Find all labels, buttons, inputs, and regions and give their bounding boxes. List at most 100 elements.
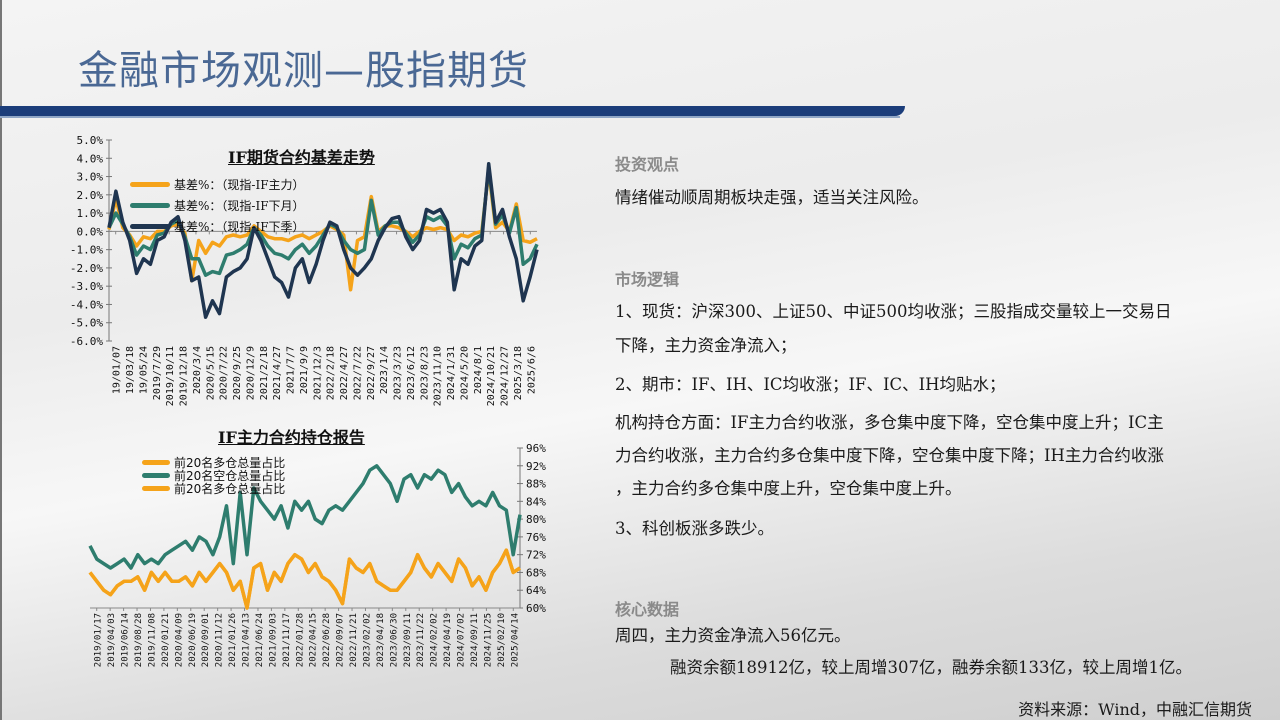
logic-inst-b: 力合约收涨，主力合约多仓集中度下降，空仓集中度下降；IH主力合约收涨 (615, 446, 1164, 465)
x-tick-label: 2023/3/23 (393, 346, 404, 400)
series-line-3 (107, 162, 539, 319)
x-tick-label: 2019/12/18 (179, 346, 190, 406)
x-tick-label: 2023/04/18 (376, 613, 386, 667)
y-tick-label: 0.0% (77, 225, 104, 238)
x-tick-label: 2022/09/07 (336, 613, 346, 667)
series-line-2 (88, 464, 522, 570)
logic-heading: 市场逻辑 (615, 270, 680, 289)
y-tick-label: -1.0% (70, 244, 103, 257)
x-tick-label: 2019/04/03 (107, 613, 117, 667)
y-tick-label: 84% (526, 495, 546, 508)
x-tick-label: 2019/08/28 (134, 613, 144, 667)
x-tick-label: 2022/06/28 (322, 613, 332, 667)
x-tick-label: 2019/01/17 (94, 613, 104, 667)
legend-swatch (130, 203, 170, 208)
legend-item-short: 前20名空仓总量占比 (142, 469, 286, 483)
x-tick-label: 2023/02/02 (362, 613, 372, 667)
x-tick-label: 2024/07/02 (457, 613, 467, 667)
x-tick-label: 2020/09/01 (201, 613, 211, 667)
basis-trend-chart: 5.0% 4.0% 3.0% 2.0% 1.0% 0.0% -1.0% -2.0% -3.0% -… (70, 134, 539, 406)
page-title: 金融市场观测—股指期货 (78, 48, 529, 94)
legend-label: 基差%：（现指-IF下季） (174, 220, 305, 234)
y-tick-label: 4.0% (77, 152, 104, 165)
legend-swatch (142, 460, 170, 465)
y-tick-label: -6.0% (70, 335, 103, 348)
x-tick-label: 2020/11/12 (215, 613, 225, 667)
legend-item-long: 前20名多仓总量占比 (142, 456, 286, 470)
x-tick-label: 2022/11/21 (349, 613, 359, 667)
x-tick-label: 2024/09/11 (470, 613, 480, 667)
y-tick-label: 88% (526, 478, 546, 491)
logic-item-2: 2、期市：IF、IH、IC均收涨；IF、IC、IH均贴水； (615, 375, 1006, 394)
series-line-3 (88, 548, 521, 610)
x-tick-label: 2021/01/26 (228, 613, 238, 667)
y-tick-label: 64% (526, 584, 546, 597)
x-tick-label: 2020/01/21 (161, 613, 171, 667)
x-tick-label: 2022/2/18 (326, 346, 337, 400)
legend-label: 前20名多仓总量占比 (174, 482, 286, 496)
view-heading: 投资观点 (615, 155, 680, 174)
core-item-1: 周四，主力资金净流入56亿元。 (615, 626, 851, 645)
x-tick-label: 2020/7/22 (219, 346, 230, 400)
y-tick-label: 76% (526, 531, 546, 544)
basis-chart-legend: 基差%：（现指-IF主力） 基差%：（现指-IF下月） 基差%：（现指-IF下季… (130, 174, 305, 237)
y-tick-label: -5.0% (70, 317, 103, 330)
y-tick-label: -3.0% (70, 280, 103, 293)
x-tick-label: 2019/06/14 (121, 613, 131, 667)
title-underline-accent (0, 116, 900, 118)
logic-inst-a: 机构持仓方面：IF主力合约收涨，多仓集中度下降，空仓集中度上升；IC主 (615, 413, 1164, 432)
x-tick-label: 2019/10/11 (165, 346, 176, 406)
legend-item-next-quarter: 基差%：（现指-IF下季） (130, 216, 305, 237)
x-tick-label: 2021/04/13 (242, 613, 252, 667)
slide-border (0, 0, 2, 720)
x-tick-label: 19/05/24 (138, 346, 149, 394)
x-tick-label: 2020/04/09 (174, 613, 184, 667)
y-tick-label: 96% (526, 442, 546, 455)
legend-label: 前20名多仓总量占比 (174, 456, 286, 470)
x-tick-label: 2021/4/27 (272, 346, 283, 400)
y-tick-label: 80% (526, 513, 546, 526)
logic-item-1a: 1、现货：沪深300、上证50、中证500均收涨；三股指成交量较上一交易日 (615, 302, 1172, 321)
x-tick-label: 2021/09/03 (268, 613, 278, 667)
x-tick-label: 2020/12/9 (245, 346, 256, 400)
source-note: 资料来源：Wind，中融汇信期货 (1018, 700, 1252, 719)
x-tick-label: 2021/9/9 (299, 346, 310, 394)
x-tick-label: 2024/11/25 (483, 613, 493, 667)
x-tick-label: 2021/06/24 (255, 613, 265, 667)
position-chart-title: IF主力合约持仓报告 (218, 428, 365, 447)
legend-item-long-2: 前20名多仓总量占比 (142, 482, 286, 496)
logic-item-3: 3、科创板涨多跌少。 (615, 519, 774, 538)
x-tick-label: 2025/02/10 (497, 613, 507, 667)
y-tick-label: 60% (526, 602, 546, 615)
y-tick-label: 68% (526, 566, 546, 579)
legend-item-next-month: 基差%：（现指-IF下月） (130, 195, 305, 216)
title-underline-bar (0, 106, 905, 116)
x-tick-label: 2023/1/4 (379, 346, 390, 394)
x-tick-label: 2024/1/31 (446, 346, 457, 400)
x-tick-label: 2019/7/29 (152, 346, 163, 400)
y-tick-label: 72% (526, 549, 546, 562)
x-tick-label: 19/01/07 (112, 346, 123, 394)
y-tick-label: -4.0% (70, 298, 103, 311)
y-tick-label: 5.0% (77, 134, 104, 147)
legend-item-main: 基差%：（现指-IF主力） (130, 174, 305, 195)
legend-swatch (142, 473, 170, 478)
x-tick-label: 2021/11/17 (282, 613, 292, 667)
x-tick-label: 2023/8/23 (419, 346, 430, 400)
x-tick-label: 2022/04/15 (309, 613, 319, 667)
legend-swatch (130, 224, 170, 229)
y-tick-label: -2.0% (70, 262, 103, 275)
x-tick-label: 2020/5/15 (205, 346, 216, 400)
logic-inst-c: ，主力合约多仓集中度上升，空仓集中度上升。 (615, 479, 962, 498)
x-tick-label: 2019/11/08 (147, 613, 157, 667)
x-tick-label: 2021/12/3 (312, 346, 323, 400)
legend-label: 基差%：（现指-IF主力） (174, 178, 305, 192)
x-tick-label: 2020/06/19 (188, 613, 198, 667)
legend-label: 前20名空仓总量占比 (174, 469, 286, 483)
x-tick-label: 2024/02/02 (430, 613, 440, 667)
x-tick-label: 2022/7/22 (352, 346, 363, 400)
x-tick-label: 19/03/18 (125, 346, 136, 394)
x-tick-label: 2025/04/14 (510, 613, 520, 667)
x-tick-label: 2022/4/27 (339, 346, 350, 400)
position-chart-legend: 前20名多仓总量占比 前20名空仓总量占比 前20名多仓总量占比 (142, 456, 286, 496)
